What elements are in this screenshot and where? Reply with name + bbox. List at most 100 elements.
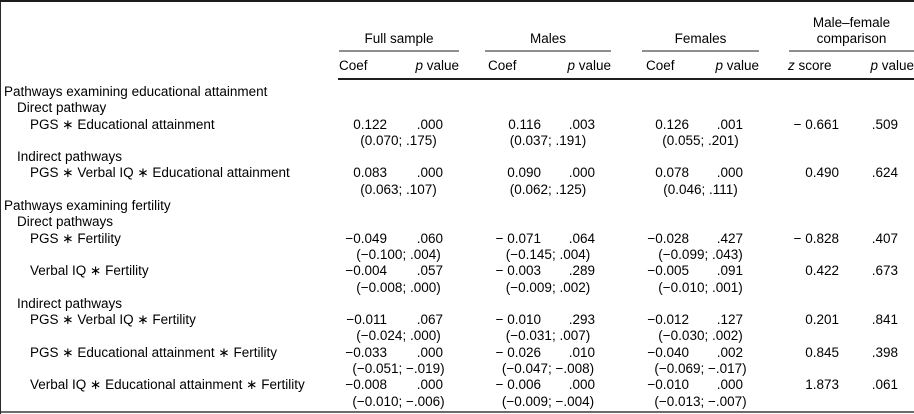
pvalue-cell-full_sample: .000 bbox=[416, 116, 443, 132]
row-label: Verbal IQ ∗ Fertility bbox=[30, 263, 149, 279]
coef-cell-females: 0.078 bbox=[655, 165, 690, 181]
pvalue-cell-full_sample: .067 bbox=[416, 312, 443, 328]
table-row: PGS ∗ Educational attainment ∗ Fertility… bbox=[1, 345, 914, 361]
subsection-row: Indirect pathways bbox=[1, 149, 914, 165]
pvalue-cell-females: .091 bbox=[716, 263, 744, 279]
ci-label-spacer bbox=[1, 394, 338, 410]
coef-cell-males: − 0.071 bbox=[495, 230, 541, 246]
pvalue-cell-males: .000 bbox=[568, 165, 596, 181]
zscore-cell: 0.845 bbox=[805, 344, 840, 360]
pvalue-cell-females: .427 bbox=[716, 230, 744, 246]
coef-cell-full_sample: −0.011 bbox=[346, 312, 387, 328]
confidence-interval-row: (−0.024; .000) (−0.031; .007) (−0.030; .00… bbox=[1, 328, 914, 344]
ci-cell-males: (−0.047; −.008) bbox=[501, 361, 595, 377]
section-label: Pathways examining fertility bbox=[4, 198, 171, 214]
row-label: PGS ∗ Fertility bbox=[30, 230, 121, 246]
pvalue-cell-females: .001 bbox=[716, 116, 744, 132]
confidence-interval-row: (−0.051; −.019) (−0.047; −.008) (−0.069; −… bbox=[1, 361, 914, 377]
coef-cell-females: −0.010 bbox=[647, 377, 690, 393]
pvalue-cell-full_sample: .000 bbox=[416, 344, 443, 360]
group-header-comparison: Male–female comparison bbox=[759, 2, 914, 52]
coef-cell-males: − 0.026 bbox=[495, 344, 541, 360]
coef-cell-full_sample: −0.008 bbox=[345, 377, 387, 393]
ci-cell-males: (0.062; .125) bbox=[509, 181, 587, 197]
ci-empty-comparison bbox=[759, 133, 914, 149]
pvalue-cell-females: .002 bbox=[716, 344, 744, 360]
coef-cell-full_sample: −0.004 bbox=[345, 263, 387, 279]
subsection-label: Direct pathway bbox=[17, 100, 107, 116]
section-label: Pathways examining educational attainmen… bbox=[4, 84, 268, 99]
table-row: PGS ∗ Verbal IQ ∗ Educational attainment… bbox=[1, 165, 914, 181]
group-header-females: Females bbox=[611, 2, 760, 52]
row-label: PGS ∗ Educational attainment ∗ Fertility bbox=[30, 344, 277, 360]
ci-cell-females: (−0.013; −.007) bbox=[654, 393, 747, 409]
coef-cell-males: 0.116 bbox=[508, 116, 541, 132]
pvalue-cell-full_sample: .000 bbox=[416, 377, 443, 393]
column-header-cmp-pvalue: p value bbox=[841, 52, 914, 80]
coef-cell-full_sample: 0.083 bbox=[353, 165, 387, 181]
pvalue-cell-females: .127 bbox=[716, 312, 744, 328]
ci-cell-males: (−0.009; −.004) bbox=[501, 393, 595, 409]
coef-cell-males: 0.090 bbox=[507, 165, 541, 181]
pvalue-cell-comparison: .398 bbox=[871, 344, 899, 360]
ci-label-spacer bbox=[1, 182, 338, 198]
pvalue-cell-males: .064 bbox=[568, 230, 596, 246]
column-header-fs-coef: Coef bbox=[338, 52, 389, 80]
subsection-label: Indirect pathways bbox=[17, 149, 123, 165]
group-header-full-sample: Full sample bbox=[338, 2, 459, 52]
coef-cell-males: − 0.003 bbox=[495, 263, 541, 279]
section-row: Pathways examining fertility bbox=[1, 198, 914, 214]
coef-cell-females: −0.012 bbox=[647, 312, 690, 328]
table-row: Verbal IQ ∗ Fertility −0.004 .057 − 0.003 .2… bbox=[1, 263, 914, 279]
pvalue-cell-females: .000 bbox=[716, 165, 744, 181]
ci-cell-males: (−0.031; .007) bbox=[505, 328, 591, 344]
ci-cell-full_sample: (−0.051; −.019) bbox=[352, 361, 445, 377]
ci-cell-full_sample: (−0.024; .000) bbox=[356, 328, 441, 344]
ci-cell-full_sample: (−0.100; .004) bbox=[356, 246, 441, 262]
pvalue-cell-comparison: .407 bbox=[871, 230, 899, 246]
ci-cell-females: (−0.069; −.017) bbox=[654, 361, 747, 377]
confidence-interval-row: (−0.100; .004) (−0.145; .004) (−0.099; .04… bbox=[1, 247, 914, 263]
column-header-zscore: z score bbox=[759, 52, 842, 80]
coef-cell-full_sample: −0.049 bbox=[345, 230, 387, 246]
ci-empty-comparison bbox=[759, 394, 914, 410]
column-header-m-coef: Coef bbox=[459, 52, 543, 80]
table-row: PGS ∗ Educational attainment 0.122 .000 0.1… bbox=[1, 117, 914, 133]
ci-cell-females: (−0.099; .043) bbox=[658, 246, 743, 262]
row-label: PGS ∗ Verbal IQ ∗ Fertility bbox=[30, 312, 196, 328]
group-label-full-sample: Full sample bbox=[339, 31, 459, 52]
column-subheader-row: Coef p value Coef p value Coef p value z… bbox=[1, 52, 914, 80]
subsection-row: Indirect pathways bbox=[1, 296, 914, 312]
section-row: Pathways examining educational attainmen… bbox=[1, 79, 914, 100]
pvalue-cell-comparison: .624 bbox=[871, 165, 899, 181]
ci-empty-comparison bbox=[759, 361, 914, 377]
table-row: Verbal IQ ∗ Educational attainment ∗ Fer… bbox=[1, 377, 914, 393]
subsection-row: Direct pathways bbox=[1, 214, 914, 230]
column-header-f-coef: Coef bbox=[611, 52, 692, 80]
ci-empty-comparison bbox=[759, 280, 914, 296]
column-group-header-row: Full sample Males Females Male–female co… bbox=[1, 2, 914, 52]
table-row: PGS ∗ Verbal IQ ∗ Fertility −0.011 .067 − 0… bbox=[1, 312, 914, 328]
coef-cell-females: 0.126 bbox=[655, 116, 690, 132]
zscore-cell: − 0.828 bbox=[793, 230, 840, 246]
confidence-interval-row: (0.070; .175) (0.037; .191) (0.055; .201) bbox=[1, 133, 914, 149]
pvalue-cell-males: .293 bbox=[568, 312, 596, 328]
subsection-label: Indirect pathways bbox=[17, 295, 123, 311]
subsection-label: Direct pathways bbox=[17, 214, 114, 230]
group-label-females: Females bbox=[642, 31, 760, 52]
ci-cell-males: (0.037; .191) bbox=[509, 132, 587, 148]
ci-label-spacer bbox=[1, 328, 338, 344]
zscore-cell: 0.490 bbox=[805, 165, 840, 181]
pvalue-cell-full_sample: .060 bbox=[416, 230, 443, 246]
row-label: PGS ∗ Educational attainment bbox=[30, 116, 215, 132]
row-label-header bbox=[1, 2, 338, 79]
row-label: Verbal IQ ∗ Educational attainment ∗ Fer… bbox=[30, 377, 305, 393]
pvalue-cell-males: .003 bbox=[568, 116, 596, 132]
column-header-fs-pvalue: p value bbox=[389, 52, 459, 80]
ci-label-spacer bbox=[1, 280, 338, 296]
coef-cell-females: −0.040 bbox=[647, 344, 690, 360]
ci-empty-comparison bbox=[759, 328, 914, 344]
group-label-males: Males bbox=[485, 31, 612, 52]
